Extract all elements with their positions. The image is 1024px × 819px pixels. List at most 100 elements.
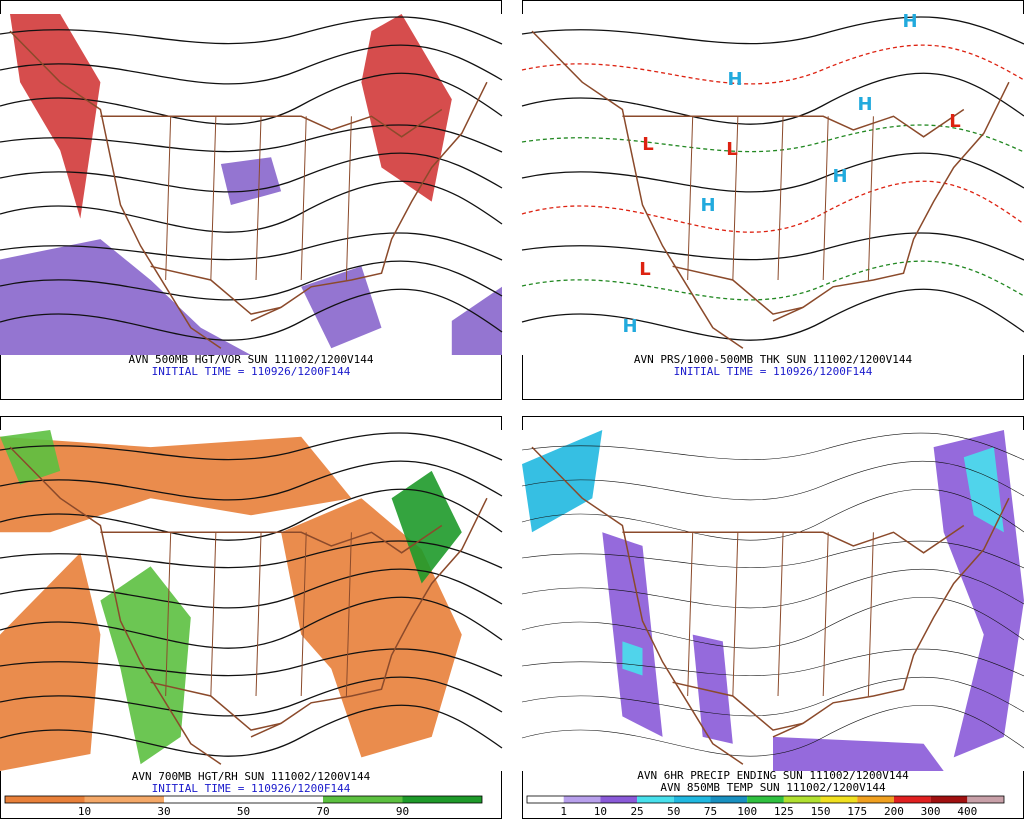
contour [521,44,1024,85]
colorbar-bin [967,796,1004,803]
contour [521,16,1024,45]
boundary [772,81,1010,322]
state-line [687,532,694,696]
colorbar-label: 1 [560,805,567,818]
contour [521,432,1024,461]
state-line [210,116,217,280]
shaded-field [0,239,251,355]
pressure-center: L [726,139,737,160]
state-line [732,116,739,280]
state-line [687,116,694,280]
contour [521,648,1024,677]
state-line [165,116,172,280]
pressure-center: H [857,94,872,115]
contour [521,232,1024,261]
map-panel: AVN 500MB HGT/VOR SUN 111002/1200V144INI… [0,0,503,400]
shaded-field [522,430,603,533]
colorbar-bin [820,796,858,803]
colorbar-label: 70 [316,805,329,818]
pressure-center: H [832,166,847,187]
colorbar-label: 200 [884,805,904,818]
contour [0,72,503,125]
state-line [345,116,352,280]
contour [0,288,503,341]
colorbar-bin [402,796,482,803]
colorbar-bin [637,796,674,803]
contour [521,460,1024,501]
shaded-field [963,447,1004,533]
colorbar-label: 400 [957,805,977,818]
contour [521,676,1024,717]
contour [0,568,503,609]
shaded-field [773,736,944,771]
shaded-field [220,157,282,205]
contour [521,180,1024,233]
shaded-field [391,470,462,584]
contour [521,72,1024,125]
contour [521,540,1024,569]
shaded-field [451,286,502,355]
state-line [777,116,784,280]
colorbar-bin [84,796,164,803]
pressure-center: H [902,11,917,32]
colorbar-bin [164,796,244,803]
contour [0,676,503,717]
panel-caption: AVN 700MB HGT/RH SUN 111002/1200V144 [132,770,371,783]
state-line [165,532,172,696]
state-line [255,532,262,696]
contour [0,460,503,501]
shaded-field [0,430,61,485]
colorbar-label: 50 [667,805,680,818]
state-line [345,532,352,696]
init-time: INITIAL TIME = 110926/1200F144 [152,782,351,795]
colorbar-label: 10 [594,805,607,818]
colorbar-label: 50 [237,805,250,818]
state-line [822,532,829,696]
boundary [531,446,744,765]
colorbar-label: 175 [847,805,867,818]
contour [521,596,1024,649]
boundary [250,497,488,738]
shaded-field [0,436,352,533]
map-panel: H H H H H H L L L L AVN PRS/1000-500MB THK SUN 111… [521,0,1024,400]
colorbar-frame [4,795,483,804]
pressure-center: H [700,195,715,216]
colorbar-bin [563,796,601,803]
state-line [255,116,262,280]
colorbar-label: 10 [78,805,91,818]
colorbar-label: 150 [811,805,831,818]
colorbar-bin [710,796,748,803]
colorbar-bin [600,796,638,803]
contour [0,596,503,649]
boundary [150,265,282,315]
contour [0,152,503,193]
colorbar-bin [243,796,323,803]
state-line [210,532,217,696]
shaded-field [361,14,452,202]
colorbar-bin [527,796,564,803]
contour [0,260,503,301]
state-line [300,532,307,696]
colorbar-bin [893,796,931,803]
contour [521,124,1024,153]
contour [0,704,503,757]
pressure-center: H [727,69,742,90]
pressure-center: L [639,259,650,280]
boundary [672,265,804,315]
colorbar-bin [323,796,403,803]
contour [521,152,1024,193]
contour [0,432,503,461]
pressure-center: H [622,316,637,337]
boundary [150,681,282,731]
boundary [9,446,222,765]
boundary [772,497,1010,738]
init-time: INITIAL TIME = 110926/1200F144 [674,365,873,378]
pressure-center: L [949,111,960,132]
contour [521,288,1024,341]
state-line [300,116,307,280]
shaded-field [602,532,663,737]
contour [0,124,503,153]
colorbar-frame [526,795,1005,804]
pressure-center: L [642,134,653,155]
colorbar-bin [783,796,821,803]
